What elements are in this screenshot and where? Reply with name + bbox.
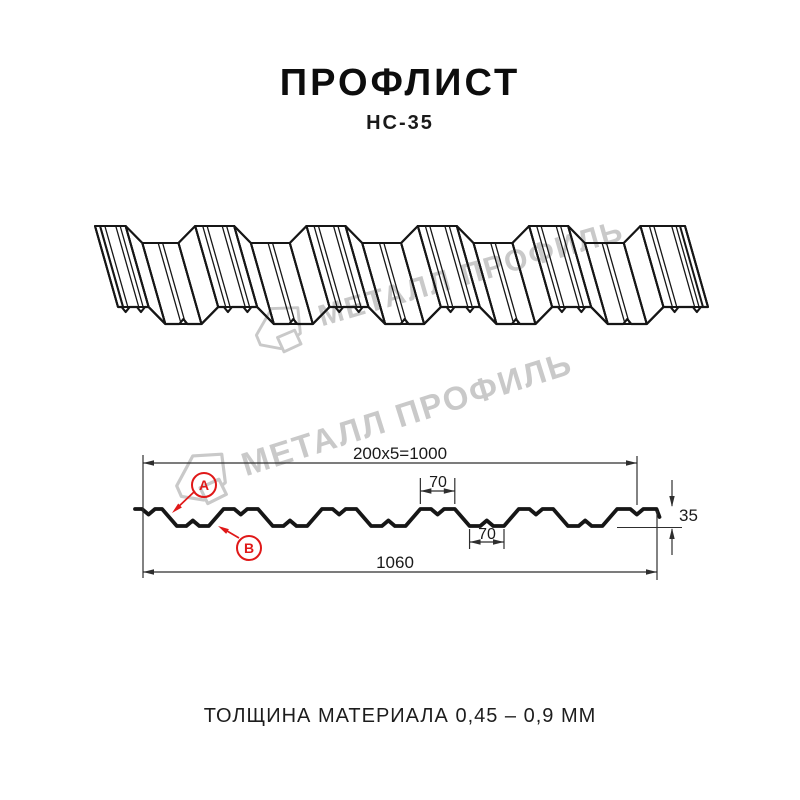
dim-valley-width-label: 70: [478, 526, 496, 543]
marker-a-badge: А: [191, 472, 217, 498]
dim-total-width-label: 1060: [376, 553, 414, 572]
watermark-text: МЕТАЛЛ ПРОФИЛЬ: [314, 214, 628, 334]
marker-b-badge: В: [236, 535, 262, 561]
material-thickness-note: ТОЛЩИНА МАТЕРИАЛА 0,45 – 0,9 ММ: [203, 705, 597, 727]
profile-model-subtitle: НС-35: [366, 112, 434, 134]
watermark-section-view: МЕТАЛЛ ПРОФИЛЬ: [163, 333, 581, 516]
page-title: ПРОФЛИСТ: [279, 62, 521, 104]
dim-crest-width-label: 70: [429, 474, 447, 491]
watermark-3d-view: МЕТАЛЛ ПРОФИЛЬ: [244, 202, 632, 366]
dim-working-width-label: 200x5=1000: [352, 444, 448, 463]
metall-profil-logo-icon: [254, 306, 303, 354]
dim-height-label: 35: [679, 506, 698, 525]
